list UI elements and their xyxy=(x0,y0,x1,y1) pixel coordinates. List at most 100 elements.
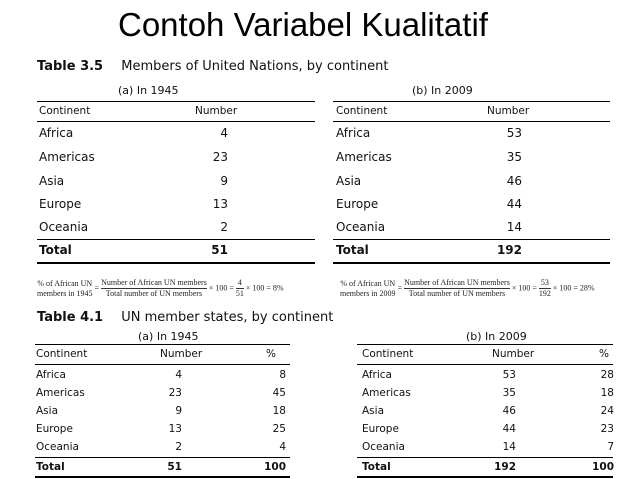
table-row-number: 44 xyxy=(506,197,522,211)
formula-result: × 100 = 28% xyxy=(552,283,595,293)
table-row-percent: 8 xyxy=(279,369,286,381)
table-row-number: 44 xyxy=(502,423,516,435)
table-row-number: 4 xyxy=(175,369,182,381)
table-3-5a-total-rule xyxy=(37,239,315,240)
table-row-number: 46 xyxy=(506,174,522,188)
table-3-5-subtitle-a: (a) In 1945 xyxy=(118,84,179,97)
table-row-number: 53 xyxy=(502,369,516,381)
table-4-1a-header-continent: Continent xyxy=(36,348,88,360)
table-3-5b-header-number: Number xyxy=(487,105,530,117)
formula-fraction-denominator: 192 xyxy=(538,289,551,298)
table-row-continent: Americas xyxy=(336,150,392,164)
table-row-number: 13 xyxy=(212,197,228,211)
table-3-5-title: Table 3.5 Members of United Nations, by … xyxy=(37,59,388,74)
table-row-number: 14 xyxy=(506,220,522,234)
table-row-continent: Africa xyxy=(336,126,371,140)
table-row-continent: Oceania xyxy=(362,441,405,453)
table-4-1b-header-number: Number xyxy=(492,348,535,360)
table-total-number: 192 xyxy=(494,461,516,473)
table-row-percent: 25 xyxy=(272,423,286,435)
formula-numerator: Number of African UN members xyxy=(101,278,207,289)
table-4-1-subtitle-b: (b) In 2009 xyxy=(466,330,527,343)
formula-fraction-numerator: 4 xyxy=(235,278,244,289)
table-row-number: 23 xyxy=(168,387,182,399)
table-3-5-label: Table 3.5 xyxy=(37,59,104,74)
formula-african-2009: % of African UN members in 2009 = Number … xyxy=(340,278,595,298)
table-row-continent: Oceania xyxy=(36,441,79,453)
table-total-label: Total xyxy=(336,243,369,257)
table-3-5b-total-rule xyxy=(333,239,610,240)
formula-lhs-line1: % of African UN xyxy=(340,278,396,288)
table-row-percent: 4 xyxy=(279,441,286,453)
table-4-1a-top-rule xyxy=(35,344,290,345)
table-row-continent: Asia xyxy=(36,405,59,417)
table-3-5b-header-rule xyxy=(333,121,610,122)
table-row-number: 4 xyxy=(220,126,228,140)
table-row-number: 35 xyxy=(506,150,522,164)
formula-fraction-numerator: 53 xyxy=(538,278,551,289)
formula-numerator: Number of African UN members xyxy=(404,278,510,289)
table-4-1b-header-rule xyxy=(357,364,613,365)
table-row-continent: Europe xyxy=(336,197,379,211)
table-4-1a-total-rule xyxy=(35,457,290,458)
formula-result: × 100 = 8% xyxy=(245,283,284,293)
table-row-number: 2 xyxy=(175,441,182,453)
table-4-1a-header-percent: % xyxy=(266,348,276,360)
table-3-5a-header-rule xyxy=(37,121,315,122)
table-4-1-caption: UN member states, by continent xyxy=(121,310,334,325)
table-row-number: 9 xyxy=(220,174,228,188)
table-row-continent: Asia xyxy=(336,174,362,188)
table-row-percent: 7 xyxy=(607,441,614,453)
formula-lhs-line1: % of African UN xyxy=(37,278,93,288)
table-row-continent: Asia xyxy=(39,174,65,188)
table-row-percent: 18 xyxy=(272,405,286,417)
table-row-number: 13 xyxy=(168,423,182,435)
slide-title: Contoh Variabel Kualitatif xyxy=(118,6,488,43)
table-3-5b-bottom-rule xyxy=(333,262,610,264)
table-row-percent: 23 xyxy=(600,423,614,435)
table-row-continent: Oceania xyxy=(336,220,386,234)
table-row-continent: Africa xyxy=(39,126,74,140)
table-row-number: 23 xyxy=(212,150,228,164)
table-total-label: Total xyxy=(39,243,72,257)
table-row-percent: 24 xyxy=(600,405,614,417)
table-4-1b-top-rule xyxy=(357,344,613,345)
table-4-1-subtitle-a: (a) In 1945 xyxy=(138,330,199,343)
table-3-5-caption: Members of United Nations, by continent xyxy=(121,59,389,74)
table-row-number: 14 xyxy=(502,441,516,453)
formula-denominator: Total number of UN members xyxy=(408,289,506,298)
table-row-continent: Europe xyxy=(362,423,399,435)
table-total-number: 51 xyxy=(167,461,182,473)
table-3-5b-top-rule xyxy=(333,101,610,102)
table-4-1a-header-rule xyxy=(35,364,290,365)
table-row-continent: Americas xyxy=(39,150,95,164)
table-total-percent: 100 xyxy=(592,461,614,473)
formula-fraction-denominator: 51 xyxy=(235,289,244,298)
table-4-1b-header-continent: Continent xyxy=(362,348,414,360)
table-row-number: 46 xyxy=(502,405,516,417)
table-row-number: 2 xyxy=(220,220,228,234)
formula-lhs-line2: members in 2009 xyxy=(340,288,396,298)
table-row-percent: 18 xyxy=(600,387,614,399)
table-total-percent: 100 xyxy=(264,461,286,473)
table-3-5b-header-continent: Continent xyxy=(336,105,388,117)
table-4-1b-header-percent: % xyxy=(599,348,609,360)
table-4-1-label: Table 4.1 xyxy=(37,310,104,325)
table-3-5a-top-rule xyxy=(37,101,315,102)
table-4-1-title: Table 4.1 UN member states, by continent xyxy=(37,310,333,325)
table-3-5a-header-continent: Continent xyxy=(39,105,91,117)
table-4-1a-bottom-rule xyxy=(35,476,290,478)
table-row-continent: Asia xyxy=(362,405,385,417)
table-total-label: Total xyxy=(36,461,65,473)
formula-times-100: × 100 = xyxy=(208,283,234,293)
formula-denominator: Total number of UN members xyxy=(105,289,203,298)
table-row-continent: Europe xyxy=(39,197,82,211)
table-3-5-subtitle-b: (b) In 2009 xyxy=(412,84,473,97)
table-row-continent: Americas xyxy=(36,387,85,399)
table-4-1a-header-number: Number xyxy=(160,348,203,360)
table-row-continent: Africa xyxy=(362,369,392,381)
table-row-number: 9 xyxy=(175,405,182,417)
table-row-percent: 45 xyxy=(272,387,286,399)
table-4-1b-total-rule xyxy=(357,457,613,458)
table-total-value: 192 xyxy=(496,243,522,257)
